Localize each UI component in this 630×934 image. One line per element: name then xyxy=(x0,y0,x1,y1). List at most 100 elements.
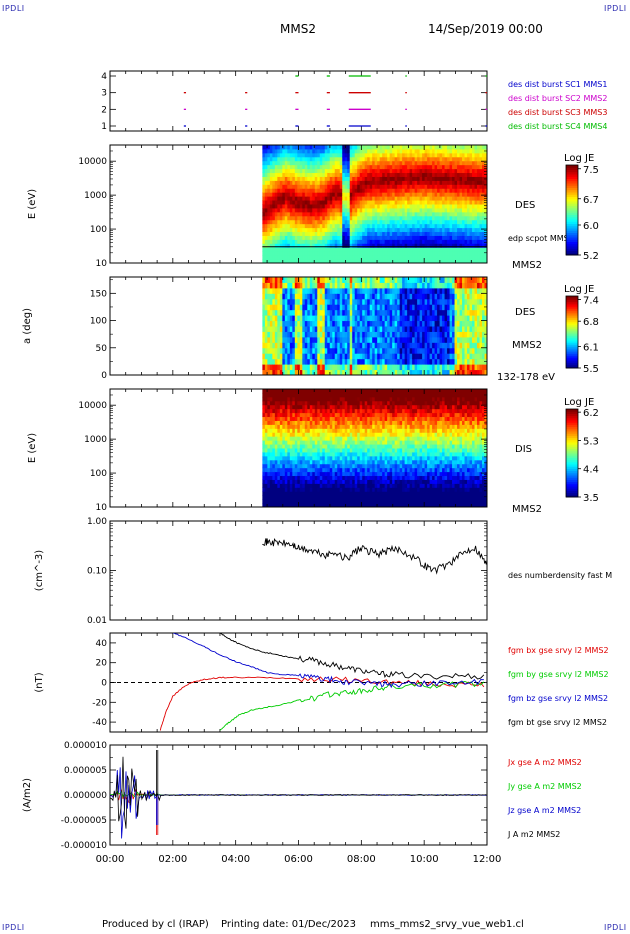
des-energy-cell xyxy=(389,176,393,181)
des-energy-cell xyxy=(357,168,361,174)
des-pitch-cell xyxy=(424,309,428,316)
des-energy-cell xyxy=(484,255,488,260)
des-energy-cell xyxy=(302,172,306,177)
des-energy-cell xyxy=(339,184,343,189)
des-energy-cell xyxy=(292,243,296,248)
des-energy-cell xyxy=(424,176,428,181)
des-energy-cell xyxy=(262,148,266,154)
des-energy-cell xyxy=(454,239,458,244)
des-pitch-cell xyxy=(359,304,363,311)
dis-energy-cell xyxy=(272,392,276,398)
des-energy-cell xyxy=(479,156,483,162)
des-energy-cell xyxy=(474,259,478,264)
des-pitch-cell xyxy=(329,287,333,294)
des-pitch-cell xyxy=(392,347,396,354)
des-energy-cell xyxy=(277,247,281,252)
des-energy-cell xyxy=(317,235,321,240)
dis-energy-cell xyxy=(274,448,278,453)
des-energy-cell xyxy=(344,156,348,162)
des-energy-cell xyxy=(424,204,428,209)
des-pitch-cell xyxy=(384,304,388,311)
des_pitch-colorbar-cell xyxy=(566,308,578,311)
des-energy-cell xyxy=(364,215,368,221)
des-energy-cell xyxy=(332,251,336,256)
des-energy-cell xyxy=(339,251,343,256)
dis-energy-cell xyxy=(272,404,276,410)
des-energy-cell xyxy=(392,180,396,185)
des-energy-cell xyxy=(389,219,393,225)
des-pitch-cell xyxy=(347,277,351,283)
des-energy-cell xyxy=(362,231,366,236)
des-energy-cell xyxy=(417,223,421,229)
des-pitch-cell xyxy=(284,347,288,354)
des-energy-cell xyxy=(399,211,403,217)
des-energy-cell xyxy=(424,211,428,217)
des-energy-cell xyxy=(424,164,428,170)
des-energy-cell xyxy=(357,164,361,170)
des-pitch-cell xyxy=(474,315,478,322)
des-energy-cell xyxy=(272,168,276,174)
des-energy-cell xyxy=(264,204,268,209)
des-pitch-cell xyxy=(437,298,441,305)
des-energy-cell xyxy=(479,188,483,193)
des-energy-cell xyxy=(347,172,351,177)
des-energy-cell xyxy=(379,239,383,244)
des-energy-cell xyxy=(419,196,423,201)
dis-energy-cell xyxy=(262,495,266,500)
dis-energy-cell xyxy=(267,436,271,441)
des-energy-cell xyxy=(359,247,363,252)
des-energy-cell xyxy=(297,164,301,170)
des-energy-cell xyxy=(359,152,363,158)
des-energy-cell xyxy=(264,196,268,201)
des-energy-cell xyxy=(367,239,371,244)
des-energy-cell xyxy=(444,145,448,150)
des-energy-cell xyxy=(359,243,363,248)
des-energy-cell xyxy=(312,164,316,170)
des-energy-cell xyxy=(357,223,361,229)
des-energy-cell xyxy=(269,235,273,240)
des-energy-cell xyxy=(339,176,343,181)
des-energy-cell xyxy=(459,156,463,162)
des-pitch-cell xyxy=(307,287,311,294)
des-pitch-cell xyxy=(342,342,346,349)
des-pitch-cell xyxy=(392,277,396,283)
des-energy-cell xyxy=(374,239,378,244)
des-energy-cell xyxy=(484,192,488,197)
dis-energy-cell xyxy=(272,503,276,508)
des-pitch-cell xyxy=(407,315,411,322)
des-pitch-cell xyxy=(344,277,348,283)
des-energy-cell xyxy=(414,223,418,229)
des-energy-cell xyxy=(337,196,341,201)
des-pitch-cell xyxy=(317,358,321,365)
des-energy-cell xyxy=(449,192,453,197)
dis-energy-cell xyxy=(272,455,276,461)
des-pitch-cell xyxy=(347,347,351,354)
des-energy-cell xyxy=(387,160,391,166)
des-energy-cell xyxy=(452,255,456,260)
des-energy-cell xyxy=(324,196,328,201)
des-energy-cell xyxy=(289,239,293,244)
des-pitch-cell xyxy=(457,277,461,283)
des-pitch-cell xyxy=(387,298,391,305)
des-energy-cell xyxy=(309,243,313,248)
dis-energy-cell xyxy=(279,483,283,488)
dis-energy-cell xyxy=(274,428,278,433)
des-energy-cell xyxy=(347,156,351,162)
des-energy-cell xyxy=(344,207,348,213)
des-pitch-cell xyxy=(394,309,398,316)
des-energy-cell xyxy=(469,200,473,205)
des-energy-cell xyxy=(329,251,333,256)
des-energy-cell xyxy=(362,188,366,193)
des-pitch-cell xyxy=(274,304,278,311)
des-energy-cell xyxy=(384,184,388,189)
des-energy-cell xyxy=(327,211,331,217)
des-energy-cell xyxy=(382,168,386,174)
des-energy-cell xyxy=(472,227,476,233)
dis-energy-cell xyxy=(279,440,283,445)
des-pitch-cell xyxy=(482,342,486,349)
des-pitch-cell xyxy=(379,293,383,300)
des-pitch-cell xyxy=(374,293,378,300)
des-pitch-cell xyxy=(417,277,421,283)
dis-energy-cell xyxy=(272,479,276,484)
des-energy-cell xyxy=(477,196,481,201)
